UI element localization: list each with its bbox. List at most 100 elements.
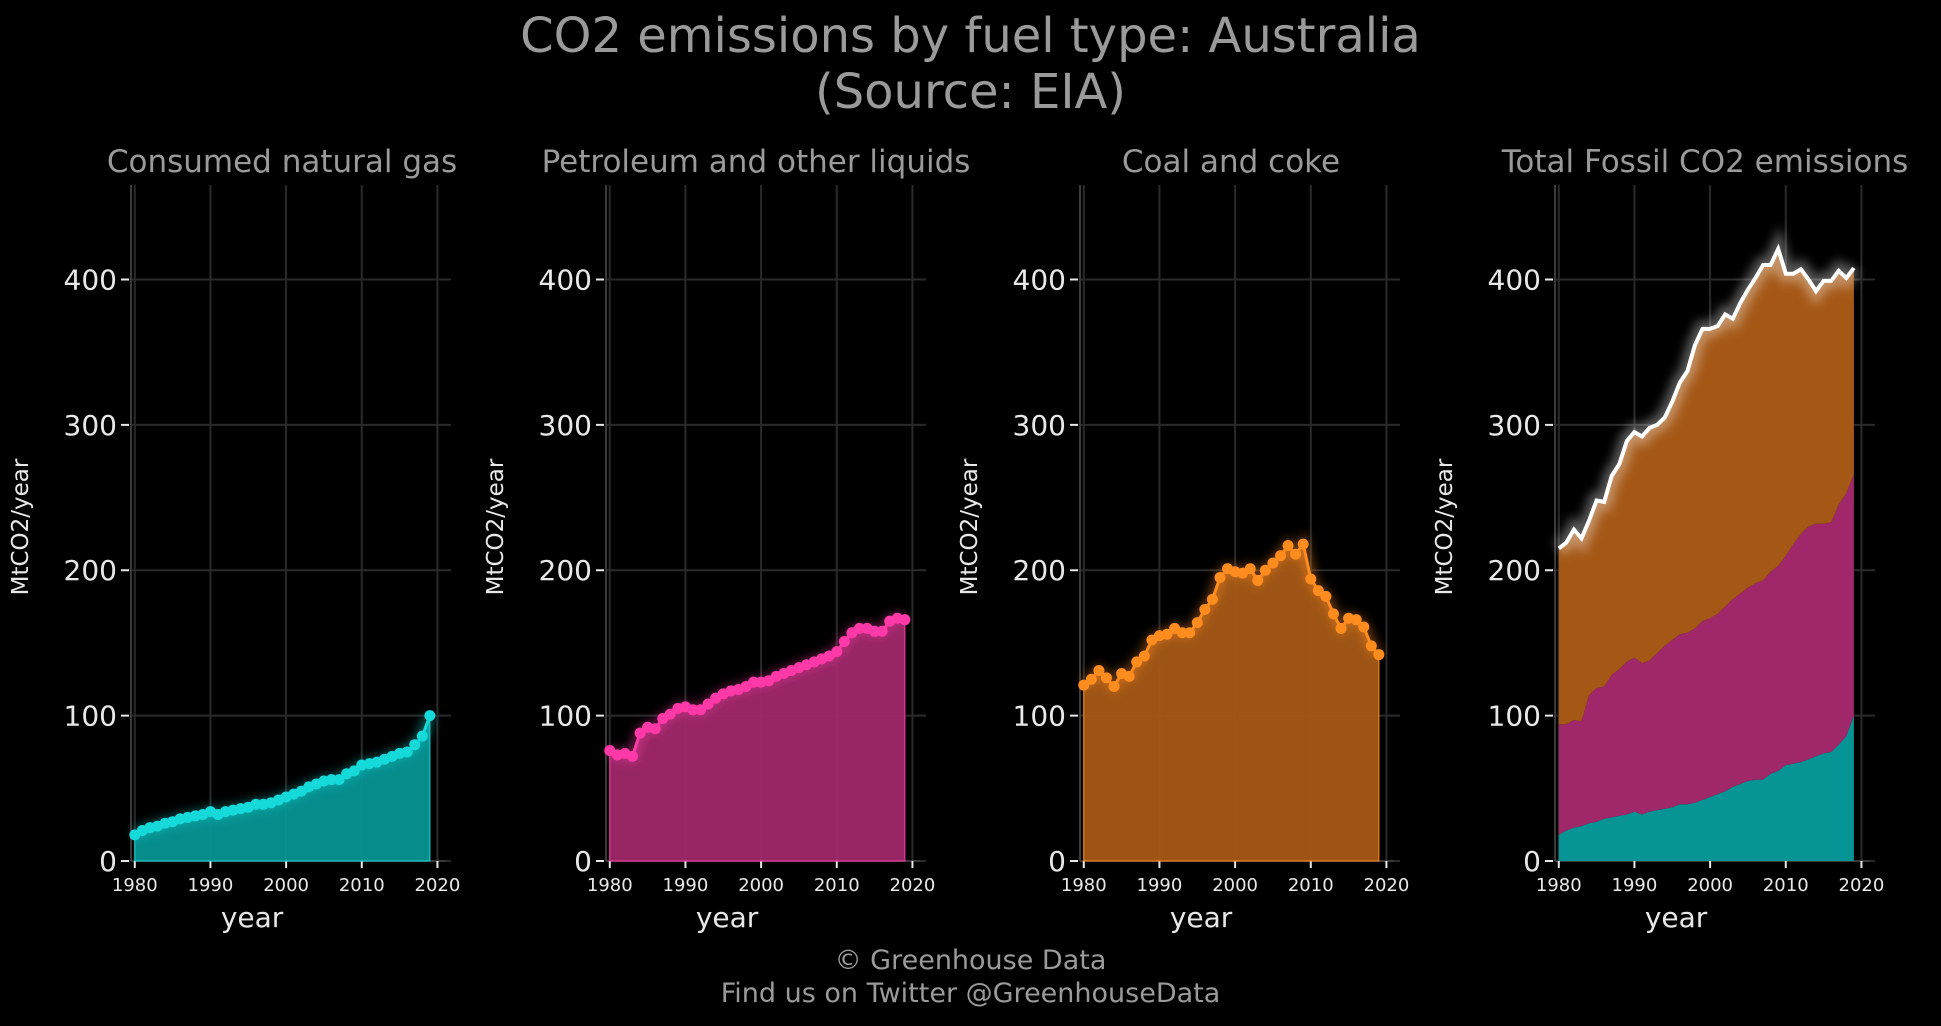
data-point <box>634 727 646 739</box>
chart-panel-2: Petroleum and other liquids 0 100 200 300 400… <box>483 144 970 934</box>
y-tick-label: 300 <box>1488 409 1541 442</box>
data-point <box>876 625 888 637</box>
data-point <box>1312 585 1324 597</box>
data-point <box>1078 679 1090 691</box>
data-point <box>1199 603 1211 615</box>
y-tick-label: 200 <box>1013 554 1066 587</box>
data-point <box>853 622 865 634</box>
stacked-area-gas <box>1558 715 1854 861</box>
x-tick-label: 2010 <box>339 875 385 896</box>
chart-panel-3: Coal and coke 0 100 200 300 400 1980 1990 2000 20… <box>957 144 1409 934</box>
x-tick-label: 1990 <box>1612 875 1658 896</box>
footer-copyright: © Greenhouse Data <box>834 945 1107 976</box>
y-tick-label: 0 <box>1048 845 1066 878</box>
data-point <box>702 698 714 710</box>
chart-panel-4: Total Fossil CO2 emissions 0 100 200 300 400 1… <box>1432 144 1908 934</box>
data-point <box>409 739 421 751</box>
x-tick-label: 2020 <box>890 875 936 896</box>
data-point <box>695 704 707 716</box>
data-point <box>416 730 428 742</box>
data-point <box>649 723 661 735</box>
y-axis-label: MtCO2/year <box>8 458 34 595</box>
y-tick-label: 0 <box>1523 845 1541 878</box>
area-fill <box>134 715 431 862</box>
stacked-area-petroleum <box>1558 474 1854 835</box>
data-point <box>1093 665 1105 677</box>
page-title: CO2 emissions by fuel type: Australia (S… <box>0 8 1941 120</box>
y-axis-label: MtCO2/year <box>483 458 509 595</box>
x-axis-label: year <box>1170 901 1233 934</box>
x-tick-label: 2000 <box>1687 875 1733 896</box>
y-tick-label: 0 <box>99 845 117 878</box>
data-point <box>1290 548 1302 560</box>
data-point <box>326 774 338 786</box>
x-axis-label: year <box>221 901 284 934</box>
x-tick-label: 1990 <box>1137 875 1183 896</box>
x-tick-label: 2000 <box>1212 875 1258 896</box>
footer-twitter: Find us on Twitter @GreenhouseData <box>720 978 1221 1009</box>
x-tick-label: 1980 <box>587 875 633 896</box>
data-point <box>1244 563 1256 575</box>
data-point <box>626 750 638 762</box>
data-point <box>1259 564 1271 576</box>
x-axis-label: year <box>1645 901 1708 934</box>
panel-title: Coal and coke <box>1122 144 1340 180</box>
data-point <box>1350 614 1362 626</box>
data-point <box>424 710 436 722</box>
panel-title: Petroleum and other liquids <box>542 144 971 180</box>
data-point <box>1184 627 1196 639</box>
x-tick-label: 2000 <box>263 875 309 896</box>
y-tick-label: 300 <box>539 409 592 442</box>
x-tick-label: 2020 <box>415 875 461 896</box>
data-point <box>1161 628 1173 640</box>
y-tick-label: 400 <box>539 263 592 296</box>
data-point <box>1373 649 1385 661</box>
x-tick-label: 2010 <box>1288 875 1334 896</box>
area-fill <box>1083 542 1380 862</box>
data-point <box>1305 573 1317 585</box>
data-point <box>401 746 413 758</box>
data-point <box>1365 640 1377 652</box>
area-fill <box>609 617 906 862</box>
data-point <box>1085 673 1097 685</box>
x-tick-label: 1980 <box>1061 875 1107 896</box>
data-point <box>1320 590 1332 602</box>
data-point <box>1282 540 1294 552</box>
y-tick-label: 100 <box>64 700 117 733</box>
y-tick-label: 200 <box>1488 554 1541 587</box>
data-point <box>664 708 676 720</box>
data-point <box>1252 574 1264 586</box>
data-point <box>1327 608 1339 620</box>
data-point <box>1176 627 1188 639</box>
x-tick-label: 1990 <box>663 875 709 896</box>
y-tick-label: 100 <box>1013 700 1066 733</box>
data-point <box>1138 650 1150 662</box>
chart-panel-1: Consumed natural gas 0 100 200 300 400 1980 199… <box>8 144 460 934</box>
panel-title: Consumed natural gas <box>107 144 457 180</box>
data-point <box>348 765 360 777</box>
total-line <box>1557 243 1856 550</box>
data-point <box>899 614 911 626</box>
x-tick-label: 1980 <box>112 875 158 896</box>
data-point <box>1214 572 1226 584</box>
panel-title: Total Fossil CO2 emissions <box>1501 144 1909 180</box>
x-tick-label: 2020 <box>1364 875 1410 896</box>
y-tick-label: 300 <box>1013 409 1066 442</box>
data-point <box>838 635 850 647</box>
x-tick-label: 1990 <box>188 875 234 896</box>
y-tick-label: 400 <box>1013 263 1066 296</box>
y-tick-label: 300 <box>64 409 117 442</box>
x-tick-label: 1980 <box>1536 875 1582 896</box>
data-point <box>1108 681 1120 693</box>
data-point <box>1335 622 1347 634</box>
x-tick-label: 2000 <box>738 875 784 896</box>
data-point <box>1297 538 1309 550</box>
x-tick-label: 2010 <box>814 875 860 896</box>
stacked-area-coal <box>1558 249 1854 725</box>
data-point <box>748 676 760 688</box>
y-axis-label: MtCO2/year <box>957 458 983 595</box>
data-point <box>1275 550 1287 562</box>
x-tick-label: 2020 <box>1839 875 1885 896</box>
footer: © Greenhouse Data Find us on Twitter @Gr… <box>0 944 1941 1010</box>
